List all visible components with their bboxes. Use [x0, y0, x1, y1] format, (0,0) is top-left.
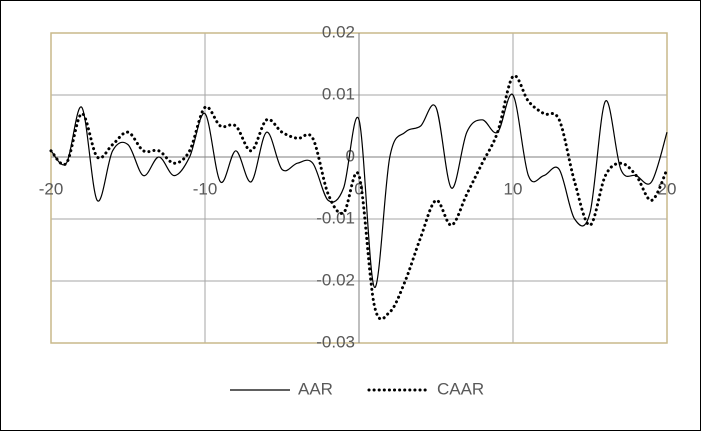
y-tick-label: -0.01	[316, 208, 355, 227]
legend-label: CAAR	[437, 379, 484, 398]
x-tick-label: 10	[504, 179, 523, 198]
legend-label: AAR	[298, 379, 333, 398]
y-tick-label: -0.02	[316, 270, 355, 289]
series-line	[50, 93, 668, 288]
x-tick-label: 20	[658, 179, 677, 198]
x-tick-label: -20	[39, 179, 64, 198]
y-tick-label: 0	[346, 146, 355, 165]
x-tick-label: 0	[354, 179, 363, 198]
y-tick-label: 0.02	[322, 22, 355, 41]
y-tick-label: -0.03	[316, 332, 355, 351]
y-tick-label: 0.01	[322, 84, 355, 103]
x-tick-label: -10	[193, 179, 218, 198]
